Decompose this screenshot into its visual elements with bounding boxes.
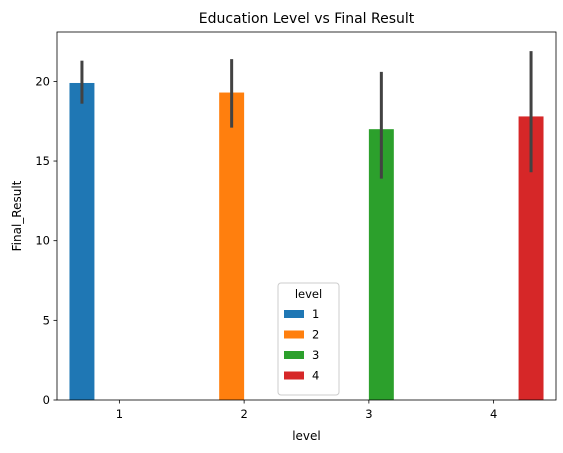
bar-level-1 <box>69 82 95 400</box>
x-tick-label: 3 <box>365 407 372 421</box>
bar-level-2 <box>219 92 245 400</box>
x-axis-ticks: 1 2 3 4 <box>116 400 497 421</box>
y-axis-ticks: 0 5 10 15 20 <box>35 74 57 407</box>
x-axis-label: level <box>292 429 321 443</box>
legend-label-3: 3 <box>312 348 319 362</box>
legend-swatch-4 <box>284 371 304 380</box>
legend-swatch-3 <box>284 351 304 359</box>
y-axis-label: Final_Result <box>10 180 24 251</box>
y-tick-label: 20 <box>35 74 50 88</box>
x-tick-label: 2 <box>240 407 247 421</box>
chart-title: Education Level vs Final Result <box>199 11 415 27</box>
legend-title: level <box>295 287 322 301</box>
legend-label-2: 2 <box>312 328 319 342</box>
error-bars-layer <box>80 51 533 179</box>
legend-label-4: 4 <box>312 369 319 383</box>
y-tick-label: 10 <box>35 234 50 248</box>
legend-swatch-1 <box>284 310 304 318</box>
legend-swatch-2 <box>284 330 304 339</box>
legend-entries: 1 2 3 4 <box>284 307 319 383</box>
legend: level 1 2 3 4 <box>277 282 340 396</box>
x-tick-label: 4 <box>490 407 497 421</box>
x-tick-label: 1 <box>116 407 123 421</box>
y-tick-label: 0 <box>43 393 50 407</box>
plot-frame <box>56 31 557 401</box>
y-tick-label: 15 <box>35 154 50 168</box>
y-tick-label: 5 <box>43 313 50 327</box>
legend-label-1: 1 <box>312 307 319 321</box>
